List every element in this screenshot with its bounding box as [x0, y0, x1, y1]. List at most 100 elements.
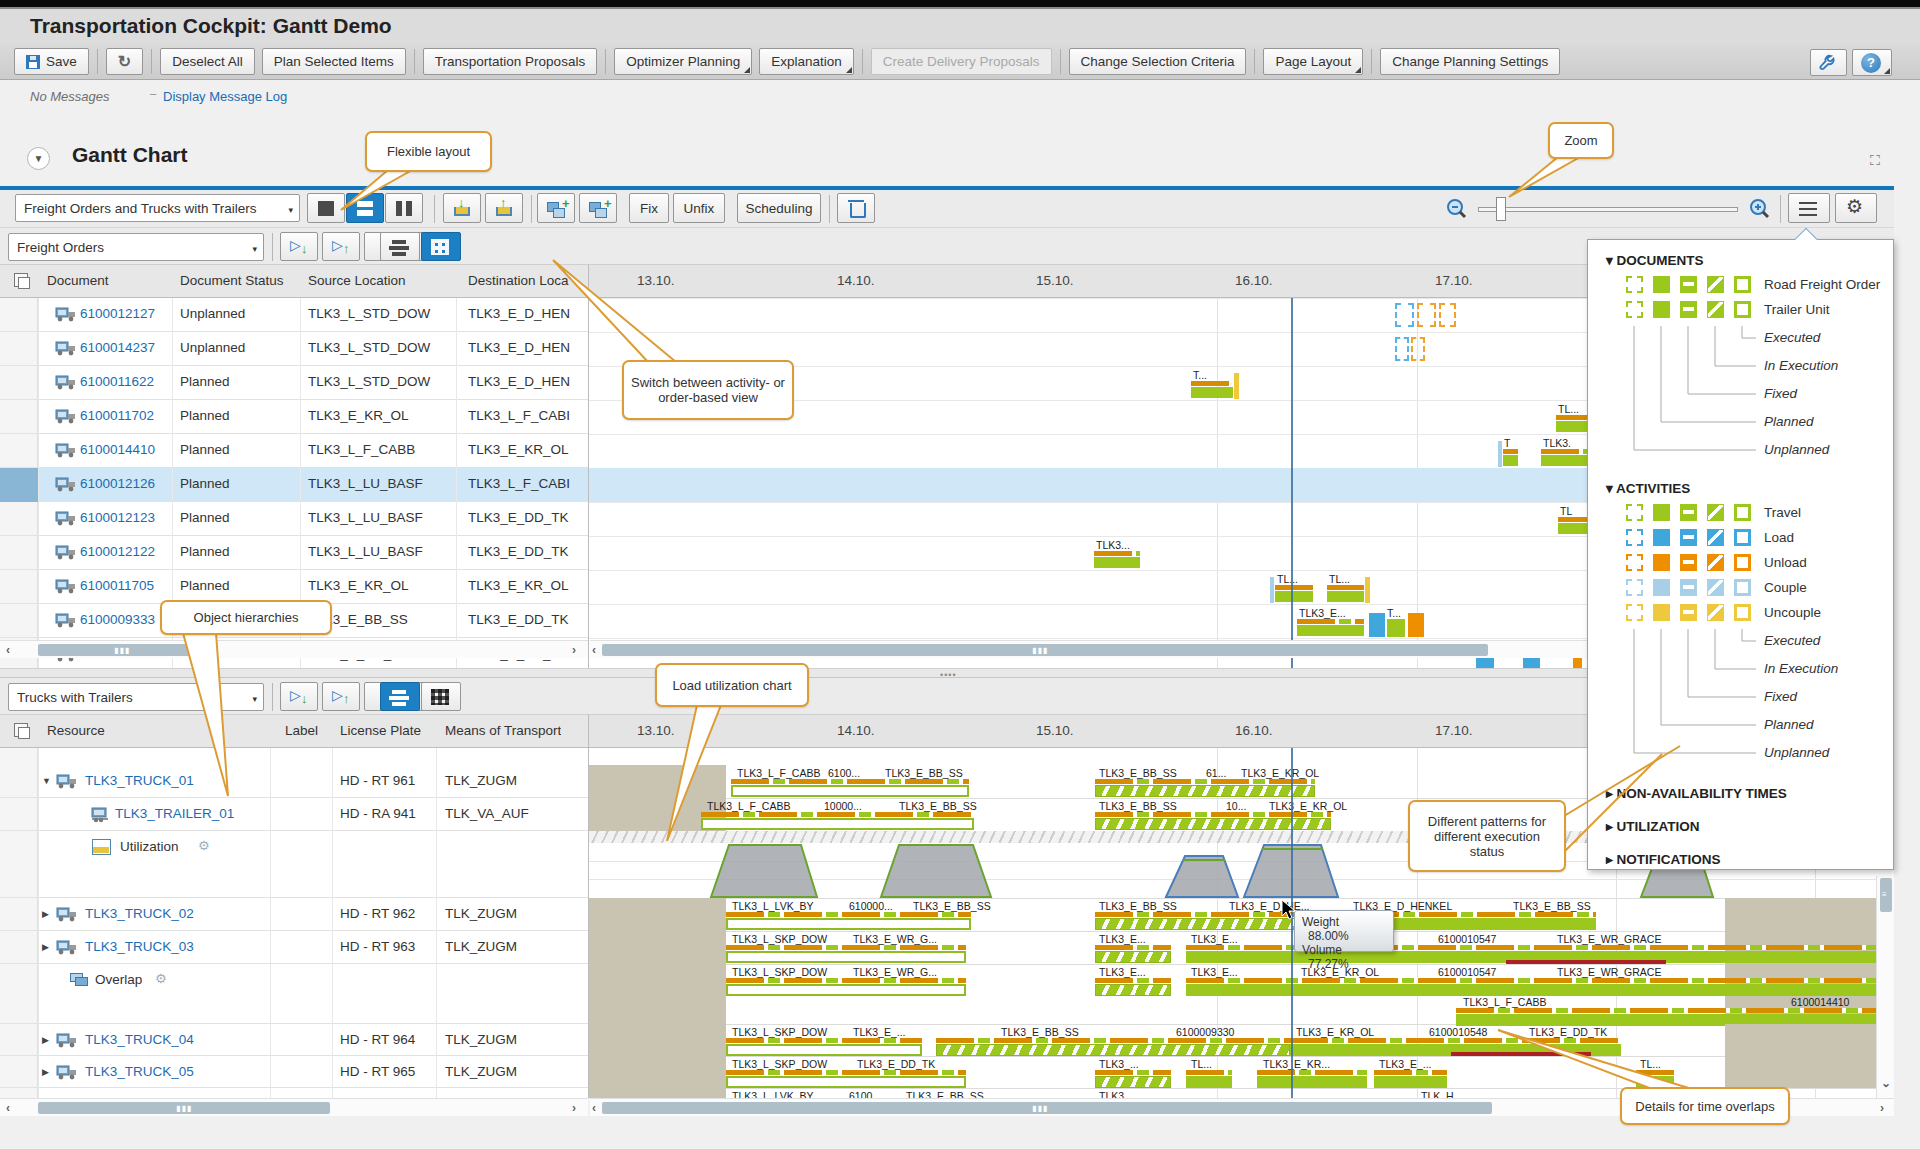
document-number-link[interactable]: 6100014410 [80, 442, 155, 457]
unplanned-order-box[interactable] [1417, 303, 1436, 327]
settings-small-icon[interactable]: ⚙ [198, 838, 210, 853]
gantt-bar[interactable] [726, 1044, 922, 1056]
resource-row[interactable]: TLK3_TRAILER_01HD - RA 941TLK_VA_AUF [0, 798, 588, 831]
zoom-in-button[interactable] [1748, 198, 1772, 220]
gantt-bar[interactable] [1257, 1076, 1367, 1088]
gantt-bar[interactable] [1327, 591, 1364, 602]
document-number-link[interactable]: 6100012126 [80, 476, 155, 491]
gantt-bar[interactable] [1191, 387, 1233, 398]
table-row[interactable]: 6100011622PlannedTLK3_L_STD_DOWTLK3_E_D_… [0, 366, 588, 400]
resource-link[interactable]: TLK3_TRUCK_02 [85, 906, 194, 921]
panel-view-dropdown[interactable]: Freight Orders▾ [8, 233, 264, 261]
help-button[interactable]: ? [1852, 49, 1892, 76]
table-row[interactable]: 6100011705PlannedTLK3_E_KR_OLTLK3_E_KR_O… [0, 570, 588, 604]
activity-view-toggle[interactable] [421, 232, 461, 261]
column-header-means-of-transport[interactable]: Means of Transport [445, 723, 561, 738]
resource-row[interactable]: Overlap⚙ [0, 964, 588, 1024]
gantt-bar[interactable] [1095, 1076, 1171, 1088]
optimizer-planning-button[interactable]: Optimizer Planning [614, 48, 752, 75]
gantt-bar[interactable] [701, 818, 974, 830]
fullscreen-icon[interactable]: ⛶ [1870, 152, 1886, 168]
legend-section-notifications[interactable]: ▸ NOTIFICATIONS [1606, 851, 1886, 867]
wrench-button[interactable] [1810, 49, 1847, 76]
resource-link[interactable]: TLK3_TRUCK_01 [85, 773, 194, 788]
column-header-resource[interactable]: Resource [47, 723, 105, 738]
layout-single-button[interactable] [307, 193, 345, 223]
column-header-source-location[interactable]: Source Location [308, 273, 406, 288]
gantt-bar[interactable] [731, 785, 969, 797]
resource-row[interactable]: Utilization⚙ [0, 831, 588, 898]
unplanned-order-box[interactable] [1411, 337, 1425, 361]
scrollbar-thumb[interactable]: ≡ [1880, 878, 1892, 912]
hierarchy-toggle-icon[interactable] [14, 273, 28, 287]
gantt-bar[interactable] [726, 984, 966, 996]
gantt-bar[interactable] [1095, 984, 1171, 996]
navigate-first-button[interactable]: ▷↓ [280, 232, 318, 261]
scrollbar-thumb[interactable]: ▮▮▮ [38, 644, 206, 656]
add-hierarchy-down-button[interactable]: + [537, 193, 575, 223]
legend-button[interactable] [1788, 193, 1830, 223]
document-number-link[interactable]: 6100011705 [80, 578, 154, 593]
activity-marker[interactable] [1270, 577, 1274, 603]
gantt-bar[interactable] [1095, 918, 1301, 930]
document-number-link[interactable]: 6100012123 [80, 510, 155, 525]
zoom-slider-thumb[interactable] [1496, 197, 1506, 221]
table-row[interactable]: 6100012122PlannedTLK3_L_LU_BASFTLK3_E_DD… [0, 536, 588, 570]
display-message-log-link[interactable]: Display Message Log [163, 89, 287, 104]
gantt-vertical-scrollbar[interactable]: ≡⌄ [1876, 876, 1894, 1098]
delete-button[interactable] [837, 193, 875, 223]
settings-button[interactable]: ⚙ [1835, 193, 1877, 223]
scrollbar-thumb[interactable]: ▮▮▮ [38, 1102, 330, 1114]
navigate-last-button[interactable]: ▷↑ [322, 232, 360, 261]
save-button[interactable]: Save [14, 48, 89, 75]
order-view-toggle[interactable] [380, 232, 420, 261]
scheduling-button[interactable]: Scheduling [737, 193, 821, 223]
navigate-first-button[interactable]: ▷↓ [280, 682, 318, 711]
settings-small-icon[interactable]: ⚙ [155, 971, 167, 986]
resource-link[interactable]: TLK3_TRUCK_04 [85, 1032, 194, 1047]
resource-row[interactable]: ▼TLK3_TRUCK_01HD - RT 961TLK_ZUGM [0, 765, 588, 798]
resource-row[interactable]: ▶TLK3_TRUCK_04HD - RT 964TLK_ZUGM [0, 1024, 588, 1056]
unplanned-order-box[interactable] [1439, 303, 1456, 327]
activity-view-toggle[interactable] [421, 682, 461, 711]
gantt-bar[interactable] [1541, 455, 1589, 466]
gantt-bar[interactable] [1275, 591, 1313, 602]
layout-vertical-split-button[interactable] [385, 193, 423, 223]
plan-selected-items-button[interactable]: Plan Selected Items [262, 48, 406, 75]
document-number-link[interactable]: 6100011702 [80, 408, 154, 423]
expand-arrow[interactable]: ▶ [42, 1035, 52, 1045]
expand-arrow[interactable]: ▶ [42, 1067, 52, 1077]
fix-button[interactable]: Fix [629, 193, 669, 223]
legend-section-activities[interactable]: ▾ ACTIVITIES [1606, 480, 1866, 496]
activity-block[interactable] [1387, 619, 1405, 637]
change-planning-settings-button[interactable]: Change Planning Settings [1380, 48, 1560, 75]
column-header-label[interactable]: Label [285, 723, 318, 738]
extract-upload-button[interactable]: ↑ [485, 193, 523, 223]
scrollbar-thumb[interactable]: ▮▮▮ [602, 1102, 1492, 1114]
zoom-slider-track[interactable] [1478, 207, 1738, 212]
resource-row[interactable]: ▶TLK3_TRUCK_03HD - RT 963TLK_ZUGM [0, 931, 588, 964]
gantt-bar[interactable] [1503, 455, 1518, 466]
add-hierarchy-up-button[interactable]: + [579, 193, 617, 223]
table-row[interactable]: 6100012123PlannedTLK3_L_LU_BASFTLK3_E_DD… [0, 502, 588, 536]
navigate-last-button[interactable]: ▷↑ [322, 682, 360, 711]
gantt-bar[interactable] [1186, 1076, 1232, 1088]
explanation-button[interactable]: Explanation [759, 48, 854, 75]
column-header-document-status[interactable]: Document Status [180, 273, 284, 288]
document-number-link[interactable]: 6100012122 [80, 544, 155, 559]
table-row[interactable]: 6100014410PlannedTLK3_L_F_CABBTLK3_E_KR_… [0, 434, 588, 468]
expand-arrow[interactable]: ▶ [42, 909, 52, 919]
gantt-bar[interactable] [936, 1044, 1290, 1056]
create-delivery-proposals-button[interactable]: Create Delivery Proposals [871, 48, 1052, 75]
change-selection-criteria-button[interactable]: Change Selection Criteria [1069, 48, 1247, 75]
scrollbar-thumb[interactable]: ▮▮▮ [602, 644, 1488, 656]
resource-row[interactable]: ▶TLK3_TRUCK_02HD - RT 962TLK_ZUGM [0, 898, 588, 931]
table-horizontal-scrollbar[interactable]: ‹▮▮▮› [0, 640, 588, 658]
table-horizontal-scrollbar[interactable]: ‹▮▮▮› [0, 1098, 588, 1116]
column-header-destination-loca[interactable]: Destination Loca [468, 273, 569, 288]
activity-marker[interactable] [1498, 441, 1502, 467]
gantt-bar[interactable] [726, 918, 971, 930]
hierarchy-toggle-icon[interactable] [14, 723, 28, 737]
layout-horizontal-split-button[interactable] [346, 193, 384, 223]
legend-section-non-availability[interactable]: ▸ NON-AVAILABILITY TIMES [1606, 785, 1886, 801]
